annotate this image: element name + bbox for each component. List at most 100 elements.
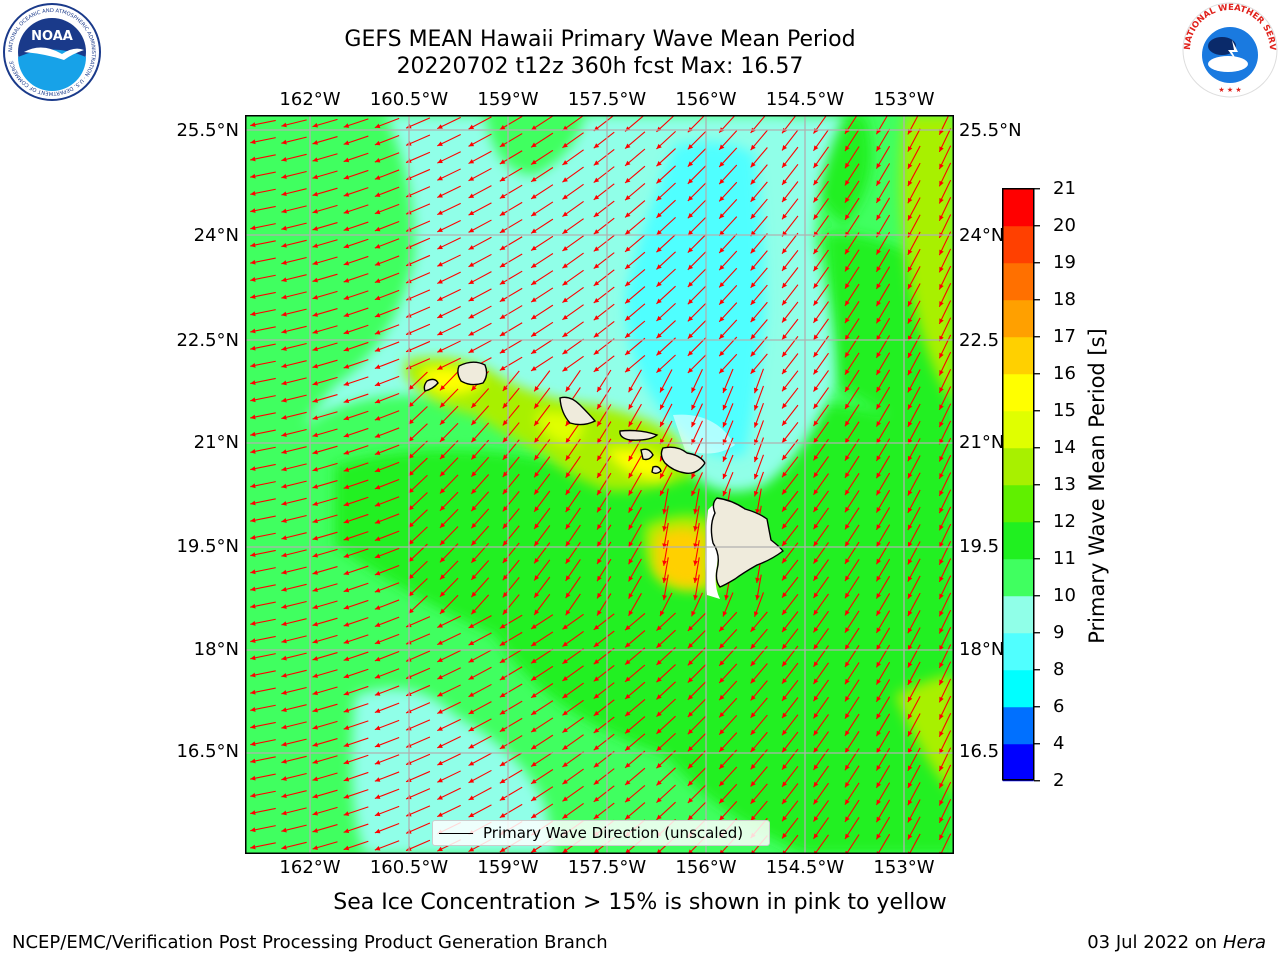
direction-arrow	[562, 613, 584, 630]
direction-arrow	[281, 652, 307, 661]
direction-arrow	[628, 541, 642, 565]
direction-arrow	[687, 182, 707, 202]
direction-arrow	[875, 541, 891, 565]
direction-arrow	[781, 181, 799, 203]
direction-arrow	[781, 817, 799, 839]
colorbar-block	[1002, 669, 1034, 708]
direction-arrow	[628, 403, 642, 427]
lon-label-bottom: 154.5°W	[765, 857, 845, 878]
direction-arrow	[562, 149, 584, 166]
direction-arrow	[907, 627, 921, 651]
direction-arrow	[250, 188, 276, 196]
direction-arrow	[533, 507, 551, 530]
direction-arrow	[374, 375, 400, 387]
direction-arrow	[781, 628, 799, 650]
direction-arrow	[530, 803, 554, 819]
direction-arrow	[907, 248, 921, 273]
direction-arrow	[468, 615, 492, 629]
direction-arrow	[813, 266, 829, 289]
direction-arrow	[533, 387, 551, 409]
direction-arrow	[343, 685, 369, 696]
direction-arrow	[250, 618, 276, 626]
direction-arrow	[781, 662, 799, 685]
direction-arrow	[281, 119, 307, 128]
direction-arrow	[907, 730, 921, 754]
direction-arrow	[907, 575, 921, 600]
direction-arrow	[781, 697, 799, 719]
direction-arrow	[343, 582, 369, 593]
direction-arrow	[470, 388, 490, 409]
direction-arrow	[499, 253, 523, 268]
direction-arrow	[343, 221, 369, 232]
direction-arrow	[468, 649, 492, 663]
direction-arrow	[250, 807, 276, 815]
direction-arrow	[659, 592, 673, 617]
direction-arrow	[530, 631, 554, 647]
lon-label-top: 154.5°W	[765, 89, 845, 110]
direction-arrow	[281, 136, 307, 145]
direction-arrow	[781, 198, 799, 220]
direction-arrow	[312, 308, 338, 317]
direction-arrow	[312, 566, 338, 575]
direction-arrow	[250, 412, 276, 420]
direction-arrow	[374, 152, 400, 163]
direction-arrow	[343, 617, 369, 627]
direction-arrow	[312, 652, 338, 661]
direction-arrow	[781, 593, 799, 616]
direction-arrow	[533, 421, 551, 444]
direction-arrow	[502, 473, 520, 495]
direction-arrow	[562, 252, 584, 269]
direction-arrow	[281, 377, 307, 386]
direction-arrow	[813, 662, 829, 685]
direction-arrow	[439, 405, 459, 426]
direction-arrow	[343, 290, 369, 300]
direction-arrow	[624, 750, 646, 769]
direction-arrow	[813, 559, 829, 582]
direction-arrow	[693, 505, 700, 532]
direction-arrow	[593, 750, 615, 768]
colorbar-tick-label: 14	[1053, 436, 1076, 458]
direction-arrow	[437, 667, 461, 680]
direction-arrow	[250, 205, 276, 213]
direction-arrow	[781, 490, 799, 513]
direction-arrow	[781, 800, 799, 822]
direction-arrow	[312, 738, 338, 747]
direction-arrow	[656, 165, 676, 184]
direction-arrow	[374, 840, 400, 851]
direction-arrow	[499, 184, 523, 199]
direction-arrow	[722, 368, 734, 394]
direction-arrow	[530, 700, 554, 716]
direction-arrow	[813, 628, 829, 650]
direction-arrow	[281, 205, 307, 214]
direction-arrow	[875, 369, 891, 393]
direction-arrow	[250, 119, 276, 127]
direction-arrow	[813, 542, 829, 564]
lon-label-top: 160.5°W	[369, 89, 449, 110]
lat-label-right: 25.5°N	[959, 120, 1022, 141]
direction-arrow	[593, 148, 615, 166]
direction-arrow	[374, 289, 400, 301]
direction-arrow	[907, 558, 921, 582]
direction-arrow	[938, 781, 952, 806]
direction-arrow	[844, 490, 860, 513]
direction-arrow	[439, 508, 459, 529]
direction-arrow	[343, 823, 369, 834]
direction-arrow	[499, 305, 523, 320]
direction-arrow	[502, 525, 520, 547]
direction-arrow	[565, 455, 581, 479]
direction-arrow	[844, 318, 860, 341]
direction-arrow	[499, 133, 523, 148]
direction-arrow	[596, 524, 612, 548]
direction-arrow	[938, 592, 952, 617]
direction-arrow	[499, 150, 523, 165]
direction-arrow	[468, 735, 492, 749]
direction-arrow	[343, 238, 369, 249]
direction-arrow	[938, 575, 952, 600]
direction-arrow	[750, 628, 768, 650]
direction-arrow	[596, 507, 612, 530]
direction-arrow	[562, 304, 584, 321]
direction-arrow	[281, 635, 307, 644]
direction-arrow	[907, 334, 921, 359]
direction-arrow	[530, 683, 554, 699]
direction-arrow	[312, 118, 338, 128]
